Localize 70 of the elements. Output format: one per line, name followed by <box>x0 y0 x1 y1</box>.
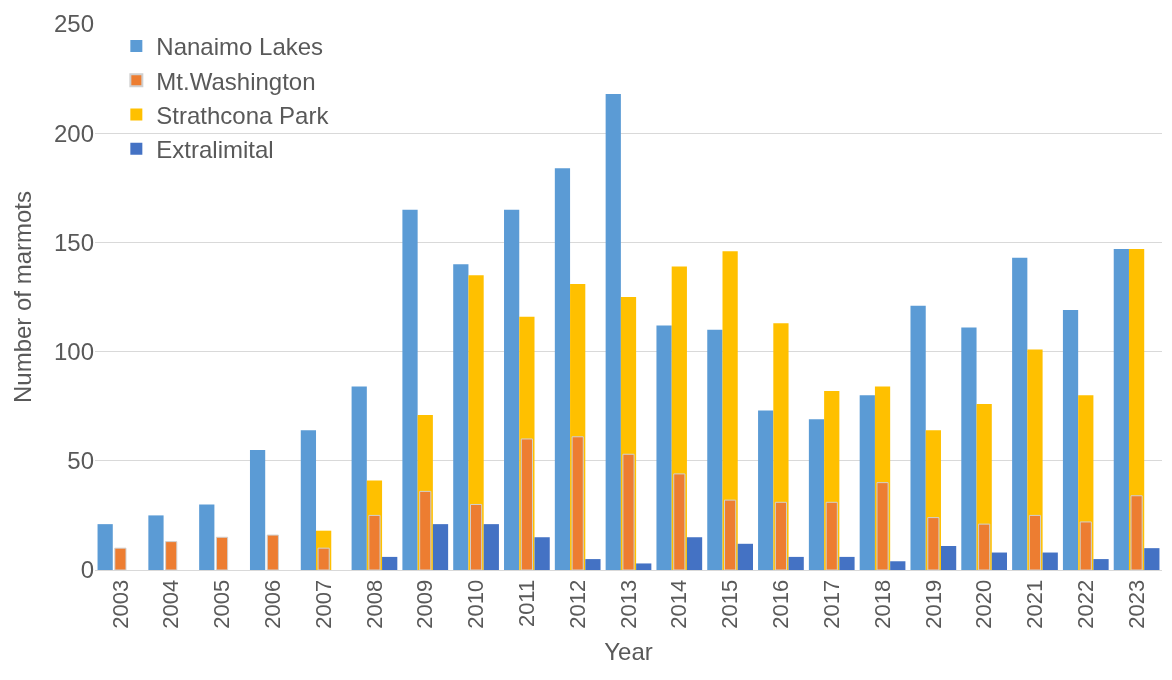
bar <box>758 410 774 570</box>
bar <box>402 209 418 570</box>
x-tick-label: 2006 <box>259 579 285 629</box>
bar <box>382 556 398 570</box>
y-tick-label: 50 <box>67 447 94 475</box>
bar <box>148 515 164 570</box>
bar <box>453 264 469 570</box>
y-tick-label: 0 <box>80 556 94 584</box>
bar <box>1042 552 1058 570</box>
bar <box>585 559 601 570</box>
x-tick-label: 2010 <box>463 579 489 629</box>
legend-label: Mt.Washington <box>156 67 316 95</box>
x-tick-label: 2009 <box>412 579 438 629</box>
bar <box>737 543 753 570</box>
bar <box>504 209 520 570</box>
x-tick-label: 2015 <box>717 579 743 629</box>
bar <box>249 449 266 570</box>
bar <box>1144 548 1160 570</box>
y-tick-label: 100 <box>53 338 94 365</box>
bar <box>1113 248 1129 570</box>
legend-label: Strathcona Park <box>156 101 330 129</box>
y-axis-title: Number of marmots <box>9 190 37 404</box>
bar <box>910 305 926 570</box>
bar <box>97 524 113 570</box>
bar <box>839 556 855 570</box>
bar <box>554 168 571 570</box>
x-tick-label: 2013 <box>615 579 641 629</box>
x-tick-label: 2018 <box>869 579 895 629</box>
bar <box>432 524 449 570</box>
x-tick-label: 2012 <box>564 579 590 629</box>
bar <box>788 556 804 570</box>
bar <box>656 325 672 570</box>
bar <box>940 545 957 570</box>
bar <box>1093 559 1109 570</box>
y-tick-label: 150 <box>53 228 94 256</box>
x-tick-label: 2023 <box>1123 579 1149 629</box>
bar <box>351 386 367 570</box>
bar <box>483 524 499 570</box>
x-tick-label: 2004 <box>158 579 184 629</box>
bar <box>300 430 317 570</box>
x-tick-label: 2017 <box>818 579 844 629</box>
x-tick-label: 2011 <box>514 579 540 628</box>
x-tick-label: 2019 <box>920 579 946 629</box>
bar <box>636 563 652 570</box>
x-tick-label: 2021 <box>1022 579 1048 629</box>
legend-label: Extralimital <box>156 136 274 164</box>
legend-label: Nanaimo Lakes <box>156 33 324 61</box>
bar <box>1012 257 1028 570</box>
bar <box>199 504 215 570</box>
x-tick-label: 2022 <box>1072 579 1098 629</box>
bar <box>1062 310 1079 570</box>
bar <box>707 329 723 570</box>
x-tick-label: 2008 <box>361 579 387 629</box>
x-tick-label: 2014 <box>666 579 692 629</box>
x-tick-label: 2020 <box>971 579 997 629</box>
bar <box>859 395 875 570</box>
x-tick-label: 2016 <box>768 579 794 629</box>
bar <box>808 419 825 570</box>
bar <box>991 552 1008 570</box>
x-tick-label: 2007 <box>310 579 336 629</box>
y-tick-label: 200 <box>53 119 94 147</box>
bar <box>686 537 703 570</box>
bar <box>605 93 621 570</box>
bar <box>534 537 550 570</box>
bar <box>961 327 977 570</box>
y-tick-label: 250 <box>53 10 94 38</box>
x-tick-label: 2005 <box>209 579 235 629</box>
x-tick-label: 2003 <box>107 579 133 629</box>
bar <box>890 561 906 570</box>
x-axis-title: Year <box>604 638 653 666</box>
